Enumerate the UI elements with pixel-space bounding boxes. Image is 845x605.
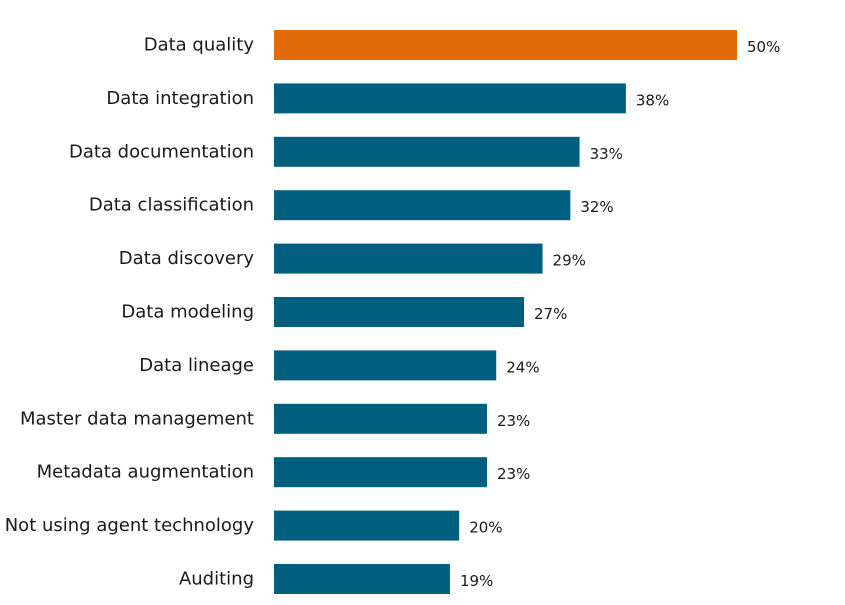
- category-label: Data discovery: [119, 248, 255, 269]
- value-label: 27%: [534, 305, 567, 323]
- category-labels: Data quality Data integration Data documen…: [5, 35, 255, 590]
- value-label: 38%: [636, 91, 669, 109]
- value-label: 23%: [497, 412, 530, 430]
- value-label: 20%: [469, 519, 502, 537]
- bar: [274, 564, 450, 594]
- bar: [274, 403, 487, 434]
- category-label: Master data management: [20, 408, 254, 429]
- value-label: 32%: [580, 198, 613, 216]
- category-label: Data modeling: [121, 302, 254, 323]
- category-label: Data documentation: [69, 141, 254, 162]
- bar: [274, 350, 497, 381]
- category-label: Metadata augmentation: [37, 462, 254, 483]
- category-label: Data lineage: [139, 355, 254, 376]
- bar: [274, 190, 571, 221]
- value-label: 33%: [590, 145, 623, 163]
- category-label: Auditing: [179, 569, 254, 590]
- bar: [274, 30, 737, 60]
- bar: [274, 83, 626, 114]
- category-label: Data quality: [144, 35, 255, 56]
- category-label: Data integration: [106, 88, 254, 109]
- category-label: Data classification: [89, 195, 254, 216]
- bar: [274, 457, 487, 488]
- value-label: 24%: [506, 358, 539, 376]
- bars: [274, 30, 737, 594]
- value-label: 19%: [460, 572, 493, 590]
- value-labels: 50% 38% 33% 32% 29% 27% 24% 23% 23% 20% 19%: [460, 38, 780, 590]
- value-label: 29%: [553, 252, 586, 270]
- bar: [274, 243, 543, 274]
- category-label: Not using agent technology: [5, 515, 255, 536]
- bar: [274, 136, 580, 167]
- bar: [274, 297, 525, 327]
- value-label: 23%: [497, 465, 530, 483]
- value-label: 50%: [747, 38, 780, 56]
- bar: [274, 510, 460, 541]
